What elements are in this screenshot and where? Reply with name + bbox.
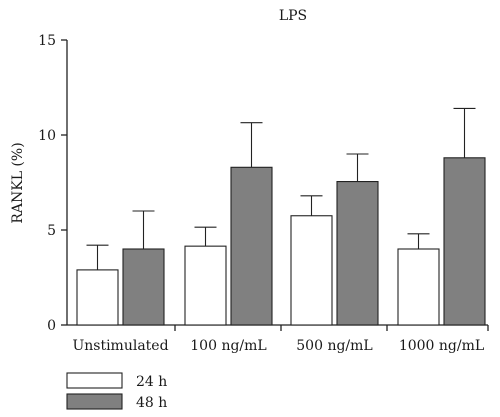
bar-24h-2	[290, 215, 333, 326]
bar-24h-1	[184, 245, 227, 326]
x-category-label: Unstimulated	[72, 338, 168, 354]
bar-48h-3	[443, 157, 486, 326]
bar-48h-1	[230, 166, 273, 326]
y-tick-label: 10	[38, 128, 56, 144]
legend-label-1: 48 h	[136, 395, 167, 411]
y-tick-label: 15	[38, 33, 56, 49]
y-axis-label: RANKL (%)	[10, 142, 26, 223]
legend-swatch-1	[66, 393, 123, 410]
legend-label-0: 24 h	[136, 374, 167, 390]
legend-swatch-0	[66, 372, 123, 389]
x-category-label: 100 ng/mL	[190, 338, 266, 354]
x-category-label: 1000 ng/mL	[399, 338, 484, 354]
chart-title: LPS	[279, 8, 307, 24]
bar-24h-0	[76, 269, 119, 326]
y-tick-label: 5	[47, 223, 56, 239]
bar-48h-2	[336, 181, 379, 326]
legend: 24 h 48 h	[66, 372, 167, 411]
y-tick-label: 0	[47, 318, 56, 334]
plot-area: 0 5 10 15 Unstimulated 100 ng/mL 500 ng/mL 1000…	[38, 33, 489, 354]
bar-24h-3	[397, 248, 440, 326]
bar-48h-0	[122, 248, 165, 326]
x-category-label: 500 ng/mL	[296, 338, 372, 354]
